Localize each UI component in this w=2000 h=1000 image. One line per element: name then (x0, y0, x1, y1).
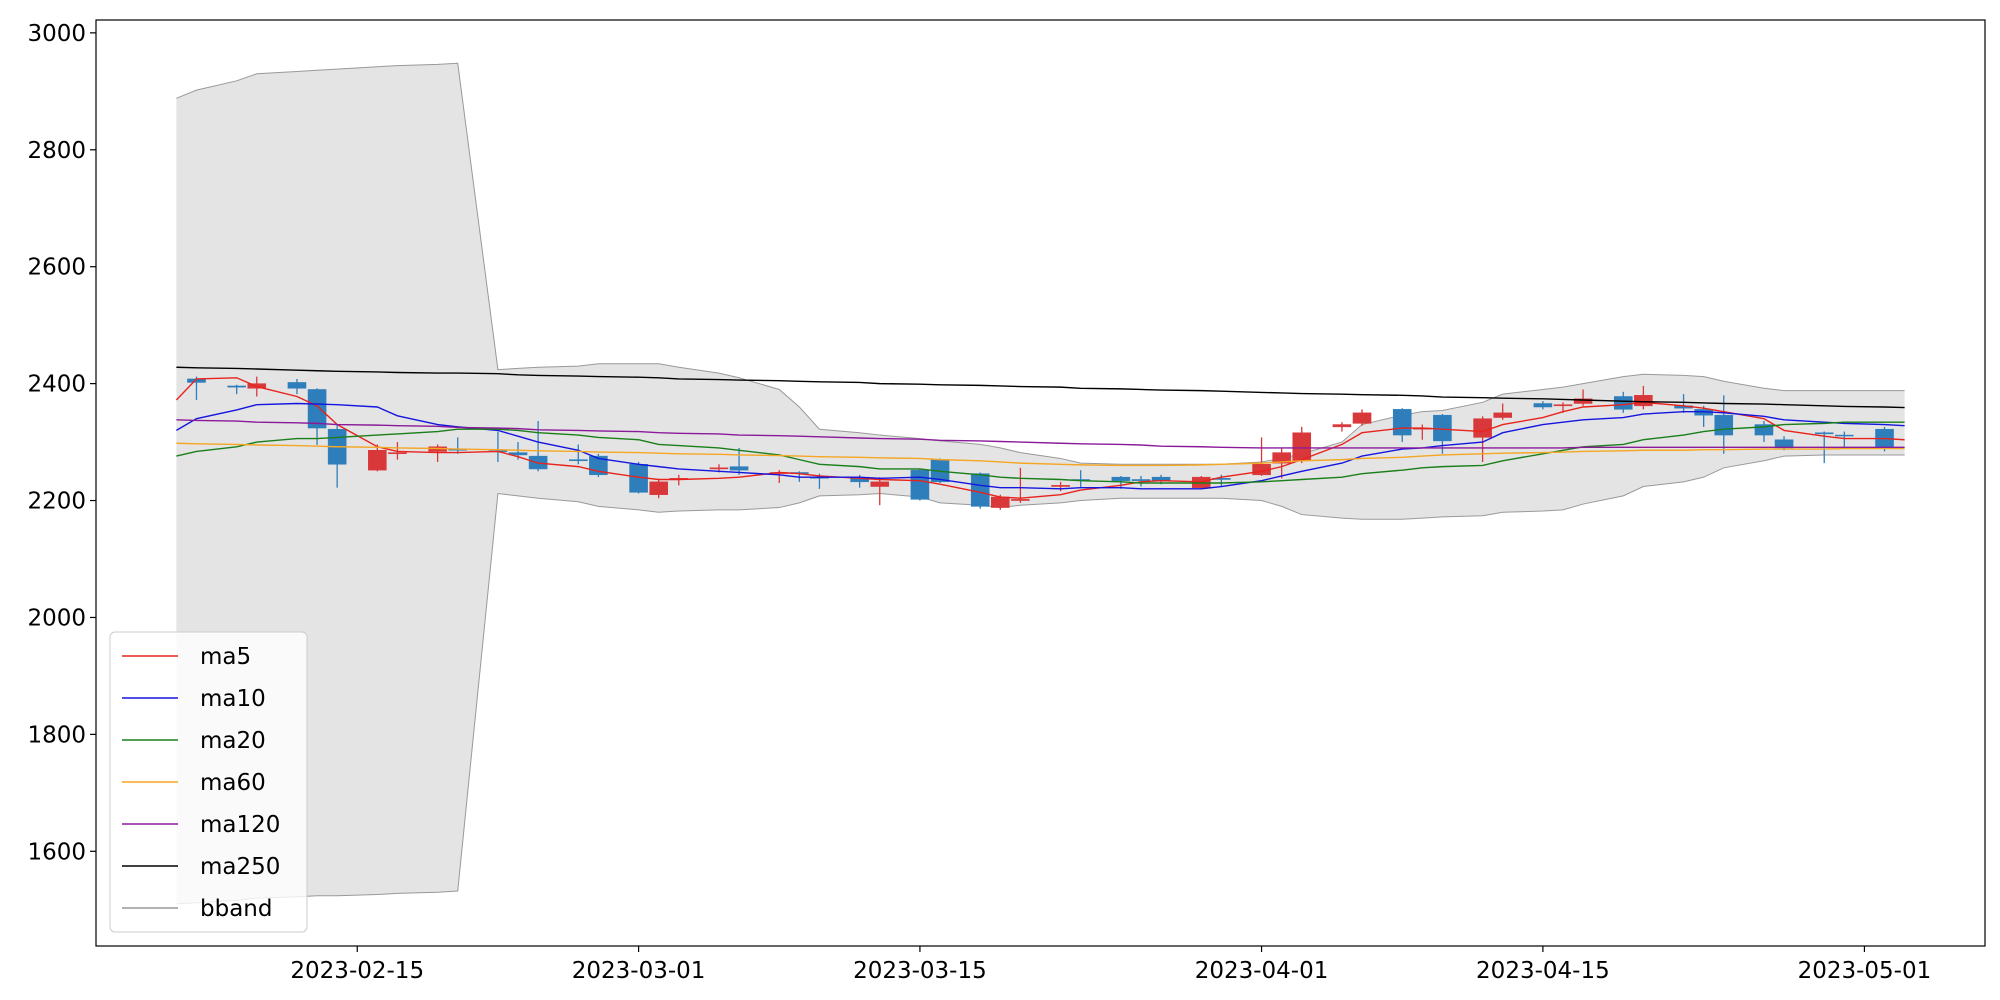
y-tick-label: 2800 (27, 138, 86, 164)
candle-body (970, 473, 990, 507)
candle-body (1714, 414, 1734, 436)
candle-body (1392, 409, 1412, 436)
candle-body (307, 389, 327, 429)
candle-body (1111, 476, 1131, 481)
candle-body (1553, 404, 1573, 407)
candle-body (1433, 414, 1452, 442)
candle-body (910, 469, 930, 500)
candle-body (1011, 499, 1030, 501)
candle-body (1573, 398, 1593, 404)
ma-line (176, 419, 1905, 449)
x-tick-label: 2023-04-01 (1195, 958, 1329, 984)
x-tick-label: 2023-02-15 (290, 958, 424, 984)
legend-label: bband (200, 896, 272, 922)
legend-label: ma250 (200, 854, 280, 880)
x-tick-label: 2023-03-01 (572, 958, 706, 984)
ma-line (176, 442, 1905, 467)
candle-body (1051, 485, 1070, 487)
candle-body (1754, 424, 1774, 436)
legend-label: ma120 (200, 812, 280, 838)
candle-body (991, 496, 1010, 508)
candle-body (1272, 452, 1291, 464)
candle-body (1473, 418, 1492, 438)
candle-body (1131, 479, 1151, 481)
candle-body (649, 481, 668, 495)
candle-body (1835, 434, 1854, 437)
candle-body (1493, 412, 1512, 418)
candle-body (227, 385, 246, 388)
candle-body (709, 467, 729, 470)
legend-box (109, 631, 308, 933)
candle-body (1352, 412, 1372, 424)
y-tick-label: 2600 (27, 255, 86, 281)
candle-body (870, 481, 890, 487)
y-tick-label: 2200 (27, 489, 86, 515)
plot-area (175, 62, 1905, 905)
ma-line (175, 377, 1905, 499)
legend-label: ma5 (200, 644, 251, 670)
candle-body (1634, 395, 1653, 407)
candle-body (1613, 396, 1633, 410)
ma-line (176, 366, 1905, 409)
bband-lower (176, 454, 1905, 905)
legend-label: ma60 (200, 770, 266, 796)
legend-label: ma10 (200, 686, 266, 712)
x-tick-label: 2023-05-01 (1798, 958, 1932, 984)
y-tick-label: 2000 (27, 605, 86, 631)
candle-body (388, 452, 407, 455)
x-tick-label: 2023-04-15 (1476, 958, 1610, 984)
y-tick-label: 1600 (27, 839, 86, 865)
ma-line (176, 421, 1905, 484)
candle-body (368, 450, 387, 471)
candle-body (1533, 403, 1553, 408)
bband-area (176, 63, 1905, 904)
y-tick-label: 2400 (27, 372, 86, 398)
candle-body (1814, 432, 1834, 435)
x-tick-label: 2023-03-15 (853, 958, 987, 984)
bband-upper (176, 62, 1905, 465)
y-tick-label: 3000 (27, 21, 86, 47)
legend-label: ma20 (200, 728, 266, 754)
candle-body (1332, 424, 1352, 428)
candle-body (569, 459, 588, 462)
candle-body (287, 382, 307, 389)
y-tick-label: 1800 (27, 722, 86, 748)
candle-body (729, 466, 749, 471)
plot-frame (95, 19, 1986, 947)
